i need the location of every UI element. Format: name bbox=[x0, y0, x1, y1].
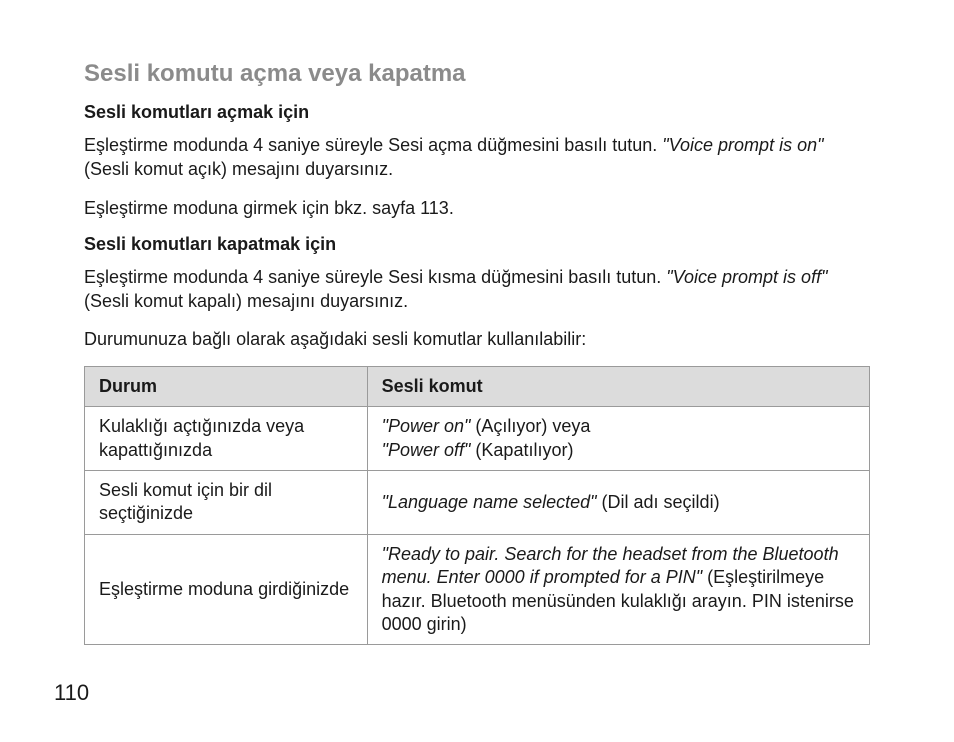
paragraph: Eşleştirme moduna girmek için bkz. sayfa… bbox=[84, 196, 870, 220]
table-header-state: Durum bbox=[85, 366, 368, 406]
voice-prompt-text: "Power on" bbox=[382, 416, 471, 436]
text: (Sesli komut açık) mesajını duyarsınız. bbox=[84, 159, 393, 179]
text: (Kapatılıyor) bbox=[470, 440, 573, 460]
paragraph: Eşleştirme modunda 4 saniye süreyle Sesi… bbox=[84, 265, 870, 314]
text: (Açılıyor) veya bbox=[470, 416, 590, 436]
table-row: Sesli komut için bir dil seçtiğinizde "L… bbox=[85, 470, 870, 534]
table-cell-state: Kulaklığı açtığınızda veya kapattığınızd… bbox=[85, 407, 368, 471]
page-title: Sesli komutu açma veya kapatma bbox=[84, 60, 870, 88]
table-cell-prompt: "Language name selected" (Dil adı seçild… bbox=[367, 470, 869, 534]
text: (Sesli komut kapalı) mesajını duyarsınız… bbox=[84, 291, 408, 311]
document-page: Sesli komutu açma veya kapatma Sesli kom… bbox=[0, 0, 954, 645]
text: Eşleştirme modunda 4 saniye süreyle Sesi… bbox=[84, 267, 666, 287]
table-header-prompt: Sesli komut bbox=[367, 366, 869, 406]
voice-prompt-table: Durum Sesli komut Kulaklığı açtığınızda … bbox=[84, 366, 870, 646]
page-number: 110 bbox=[54, 680, 89, 706]
table-row: Eşleştirme moduna girdiğinizde "Ready to… bbox=[85, 534, 870, 645]
text: (Dil adı seçildi) bbox=[597, 492, 720, 512]
section-heading-off: Sesli komutları kapatmak için bbox=[84, 234, 870, 255]
text: Eşleştirme modunda 4 saniye süreyle Sesi… bbox=[84, 135, 662, 155]
table-cell-prompt: "Ready to pair. Search for the headset f… bbox=[367, 534, 869, 645]
table-header-row: Durum Sesli komut bbox=[85, 366, 870, 406]
paragraph: Durumunuza bağlı olarak aşağıdaki sesli … bbox=[84, 327, 870, 351]
section-heading-on: Sesli komutları açmak için bbox=[84, 102, 870, 123]
table-cell-state: Eşleştirme moduna girdiğinizde bbox=[85, 534, 368, 645]
table-row: Kulaklığı açtığınızda veya kapattığınızd… bbox=[85, 407, 870, 471]
table-cell-state: Sesli komut için bir dil seçtiğinizde bbox=[85, 470, 368, 534]
voice-prompt-text: "Power off" bbox=[382, 440, 471, 460]
voice-prompt-text: "Voice prompt is on" bbox=[662, 135, 823, 155]
paragraph: Eşleştirme modunda 4 saniye süreyle Sesi… bbox=[84, 133, 870, 182]
voice-prompt-text: "Voice prompt is off" bbox=[666, 267, 827, 287]
table-cell-prompt: "Power on" (Açılıyor) veya "Power off" (… bbox=[367, 407, 869, 471]
voice-prompt-text: "Language name selected" bbox=[382, 492, 597, 512]
